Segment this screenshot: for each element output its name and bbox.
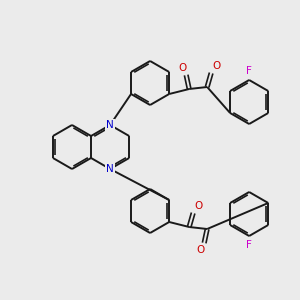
- Text: N: N: [106, 120, 114, 130]
- Text: F: F: [246, 66, 252, 76]
- Text: F: F: [246, 240, 252, 250]
- Text: O: O: [212, 61, 220, 71]
- Text: O: O: [196, 245, 204, 255]
- Text: O: O: [178, 63, 186, 73]
- Text: N: N: [106, 164, 114, 174]
- Text: O: O: [194, 201, 202, 211]
